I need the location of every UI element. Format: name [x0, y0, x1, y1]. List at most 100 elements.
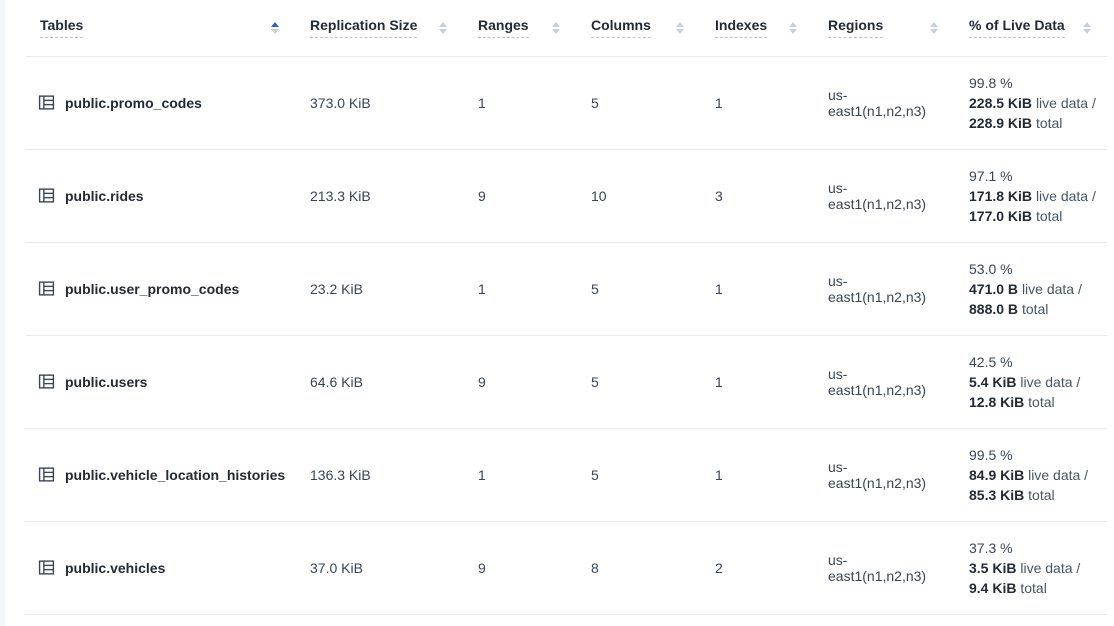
regions-cell: us-east1(n1,n2,n3) [813, 242, 954, 336]
sort-up-icon [930, 21, 938, 27]
live-percent: 99.5 % [969, 446, 1013, 463]
table-row: public.promo_codes 373.0 KiB 1 5 1 us-east1(n… [25, 56, 1107, 150]
table-name-cell: public.promo_codes [25, 56, 295, 150]
live-label: live data / [1021, 280, 1082, 297]
total-data-line: 85.3 KiB total [969, 485, 1097, 505]
live-percent: 53.0 % [969, 260, 1013, 277]
sort-arrows-icon[interactable] [676, 21, 684, 34]
total-value: 85.3 KiB [969, 486, 1025, 503]
column-header-replication-size[interactable]: Replication Size [295, 0, 463, 57]
total-label: total [1028, 486, 1055, 503]
table-name-link[interactable]: public.promo_codes [65, 94, 202, 111]
total-data-line: 888.0 B total [969, 299, 1097, 319]
sort-up-icon [271, 21, 279, 27]
table-row: public.rides 213.3 KiB 9 10 3 us-east1(n1,n2,… [25, 149, 1107, 243]
indexes-cell: 1 [700, 428, 813, 522]
table-grid-icon [38, 187, 55, 204]
sort-up-icon [439, 21, 447, 27]
table-name-cell: public.user_promo_codes [25, 242, 295, 336]
live-percent: 37.3 % [969, 539, 1013, 556]
live-data-line: 171.8 KiB live data / [969, 186, 1097, 206]
sort-up-icon [676, 21, 684, 27]
column-label[interactable]: % of Live Data [969, 17, 1065, 39]
live-data-cell: 53.0 % 471.0 B live data / 888.0 B total [954, 242, 1107, 336]
indexes-cell: 3 [700, 149, 813, 243]
column-header-columns[interactable]: Columns [576, 0, 700, 57]
table-name-cell: public.vehicles [25, 521, 295, 615]
table-row: public.vehicles 37.0 KiB 9 8 2 us-east1(n1,n2… [25, 521, 1107, 615]
table-name-link[interactable]: public.user_promo_codes [65, 280, 240, 297]
regions-cell: us-east1(n1,n2,n3) [813, 335, 954, 429]
sort-arrows-icon[interactable] [439, 21, 447, 34]
column-label[interactable]: Tables [40, 17, 84, 39]
sort-arrows-icon[interactable] [1083, 21, 1091, 34]
replication-size-cell: 373.0 KiB [295, 56, 463, 150]
total-value: 177.0 KiB [969, 207, 1033, 224]
table-grid-icon [38, 373, 55, 390]
table-name-link[interactable]: public.vehicle_location_histories [65, 466, 286, 483]
column-header-tables[interactable]: Tables [25, 0, 295, 57]
live-label: live data / [1035, 187, 1096, 204]
live-data-line: 228.5 KiB live data / [969, 93, 1097, 113]
column-header-of-live-data[interactable]: % of Live Data [954, 0, 1107, 57]
sort-arrows-icon[interactable] [271, 21, 279, 34]
table-name-link[interactable]: public.users [65, 373, 148, 390]
column-header-ranges[interactable]: Ranges [463, 0, 576, 57]
columns-cell: 5 [576, 335, 700, 429]
total-label: total [1020, 579, 1047, 596]
total-label: total [1035, 207, 1063, 224]
column-header-indexes[interactable]: Indexes [700, 0, 813, 57]
ranges-cell: 1 [463, 242, 576, 336]
sort-down-icon [930, 28, 938, 34]
table-name-link[interactable]: public.rides [65, 187, 144, 204]
indexes-cell: 1 [700, 242, 813, 336]
column-label[interactable]: Replication Size [310, 17, 418, 39]
sort-down-icon [789, 28, 797, 34]
sort-down-icon [676, 28, 684, 34]
live-percent: 97.1 % [969, 167, 1013, 184]
table-row: public.vehicle_location_histories 136.3 K… [25, 428, 1107, 522]
columns-cell: 5 [576, 242, 700, 336]
sort-up-icon [789, 21, 797, 27]
column-label[interactable]: Regions [828, 17, 884, 39]
live-value: 228.5 KiB [969, 94, 1033, 111]
replication-size-cell: 23.2 KiB [295, 242, 463, 336]
table-name-link[interactable]: public.vehicles [65, 559, 166, 576]
sort-arrows-icon[interactable] [930, 21, 938, 34]
live-percent: 42.5 % [969, 353, 1013, 370]
live-data-cell: 37.3 % 3.5 KiB live data / 9.4 KiB total [954, 521, 1107, 615]
live-value: 3.5 KiB [969, 559, 1017, 576]
column-label[interactable]: Columns [591, 17, 651, 39]
table-body: public.promo_codes 373.0 KiB 1 5 1 us-east1(n… [25, 56, 1107, 615]
total-data-line: 228.9 KiB total [969, 113, 1097, 133]
replication-size-cell: 136.3 KiB [295, 428, 463, 522]
columns-cell: 8 [576, 521, 700, 615]
live-value: 471.0 B [969, 280, 1019, 297]
total-label: total [1035, 114, 1063, 131]
table-grid-icon [38, 280, 55, 297]
sort-down-icon [552, 28, 560, 34]
table-header-row: Tables Replication Size Ranges Columns Index… [25, 0, 1107, 57]
sort-arrows-icon[interactable] [552, 21, 560, 34]
column-label[interactable]: Indexes [715, 17, 768, 39]
live-value: 84.9 KiB [969, 466, 1025, 483]
regions-cell: us-east1(n1,n2,n3) [813, 521, 954, 615]
column-label[interactable]: Ranges [478, 17, 529, 39]
live-value: 5.4 KiB [969, 373, 1017, 390]
ranges-cell: 1 [463, 56, 576, 150]
regions-cell: us-east1(n1,n2,n3) [813, 428, 954, 522]
ranges-cell: 9 [463, 521, 576, 615]
live-label: live data / [1020, 559, 1081, 576]
column-header-regions[interactable]: Regions [813, 0, 954, 57]
ranges-cell: 1 [463, 428, 576, 522]
live-data-cell: 42.5 % 5.4 KiB live data / 12.8 KiB total [954, 335, 1107, 429]
sort-arrows-icon[interactable] [789, 21, 797, 34]
total-data-line: 9.4 KiB total [969, 578, 1097, 598]
live-percent: 99.8 % [969, 74, 1013, 91]
sort-up-icon [552, 21, 560, 27]
regions-cell: us-east1(n1,n2,n3) [813, 56, 954, 150]
live-label: live data / [1020, 373, 1081, 390]
columns-cell: 5 [576, 428, 700, 522]
total-data-line: 12.8 KiB total [969, 392, 1097, 412]
